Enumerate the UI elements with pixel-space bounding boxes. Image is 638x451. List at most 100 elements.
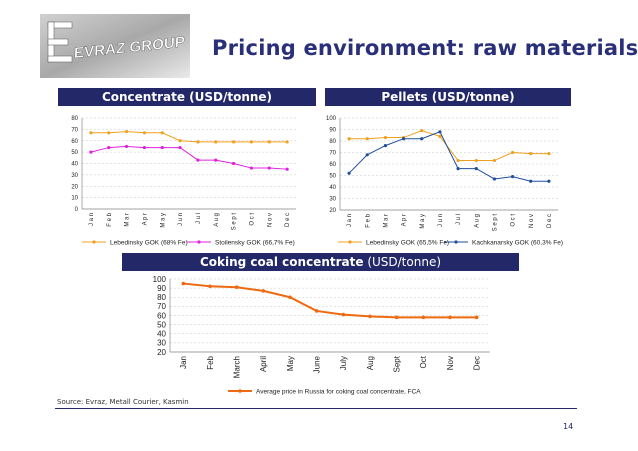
y-tick-label: 80 <box>157 293 166 302</box>
x-tick-label: Aug <box>366 356 375 370</box>
data-point <box>214 158 218 162</box>
data-point <box>368 314 372 319</box>
data-point <box>208 284 212 289</box>
coking-coal-header: Coking coal concentrate (USD/tonne) <box>122 253 519 271</box>
x-tick-label: J a n <box>89 213 95 226</box>
data-point <box>249 166 254 170</box>
data-point <box>420 137 424 141</box>
legend-marker <box>348 240 352 244</box>
y-tick-label: 100 <box>326 116 337 122</box>
data-point <box>474 315 479 320</box>
data-point <box>142 131 147 135</box>
data-point <box>214 140 218 144</box>
data-point <box>456 158 460 163</box>
data-point <box>347 137 351 141</box>
data-point <box>178 145 182 150</box>
x-tick-label: Jan <box>179 356 188 369</box>
data-point <box>529 179 533 183</box>
data-point <box>267 166 271 170</box>
data-point <box>421 315 426 320</box>
x-tick-label: A p r <box>402 214 408 226</box>
x-tick-label: July <box>339 356 348 370</box>
x-tick-label: J u l <box>456 214 462 225</box>
data-point <box>178 139 182 143</box>
y-tick-label: 20 <box>157 348 166 357</box>
data-point <box>438 130 442 134</box>
y-tick-label: 0 <box>75 207 79 213</box>
data-point <box>196 158 200 162</box>
data-point <box>89 150 93 154</box>
concentrate-chart: 0 10 20 30 40 50 60 70 80 J a n F e b M a r A p r M a… <box>71 116 296 246</box>
y-tick-label: 60 <box>329 162 336 168</box>
y-tick-label: 50 <box>329 174 336 180</box>
y-tick-label: 40 <box>329 185 336 191</box>
x-tick-label: April <box>259 356 268 372</box>
data-point <box>347 171 351 175</box>
y-tick-label: 70 <box>157 302 166 311</box>
data-point <box>267 140 271 144</box>
pellets-chart: 20 30 40 50 60 70 80 90 100 J a n F e b M a r A p r M… <box>326 116 563 246</box>
y-tick-label: 30 <box>157 339 166 348</box>
legend-label: Lebedinsky GOK (65,5% Fe) <box>366 239 449 246</box>
x-tick-label: F e b <box>365 213 371 227</box>
y-tick-label: 60 <box>71 139 78 145</box>
x-tick-label: M a r <box>384 214 390 228</box>
x-tick-label: S e p t <box>232 213 238 231</box>
data-point <box>107 145 111 150</box>
legend-marker <box>454 240 458 244</box>
x-tick-label: A u g <box>474 214 480 228</box>
legend-label: Kachkanarsky GOK (60,3% Fe) <box>472 239 563 246</box>
x-tick-label: Nov <box>446 356 455 370</box>
data-point <box>142 145 147 150</box>
data-point <box>231 140 236 144</box>
coking-coal-header-bold: Coking coal concentrate <box>199 255 364 269</box>
series-line <box>349 130 549 162</box>
x-tick-label: F e b <box>107 212 113 226</box>
legend-label: Stoilensky GOK (66,7% Fe) <box>215 239 295 246</box>
data-point <box>510 150 515 155</box>
series-line <box>183 282 477 319</box>
y-tick-label: 70 <box>329 151 336 157</box>
data-point <box>341 312 346 317</box>
page-number: 14 <box>563 422 574 431</box>
data-point <box>529 152 533 156</box>
footer-divider <box>55 408 577 409</box>
data-point <box>288 295 292 300</box>
data-point <box>365 137 369 141</box>
x-tick-label: N o v <box>529 214 535 228</box>
legend-label: Average price in Russia for coking coal … <box>256 388 421 395</box>
x-tick-label: Sept <box>392 355 401 372</box>
coking-coal-header-unit: (USD/tonne) <box>363 255 442 269</box>
y-tick-label: 40 <box>157 330 166 339</box>
x-tick-label: March <box>232 356 241 378</box>
data-point <box>234 285 239 290</box>
legend-marker <box>238 389 242 393</box>
x-tick-label: J u n <box>178 213 184 226</box>
y-tick-label: 60 <box>157 311 166 320</box>
x-tick-label: S e p t <box>493 214 499 232</box>
y-tick-label: 50 <box>71 150 78 156</box>
pellets-header: Pellets (USD/tonne) <box>325 88 571 106</box>
x-tick-label: D e c <box>285 213 291 227</box>
data-point <box>547 152 551 156</box>
evraz-logo: EVRAZ GROUP <box>40 14 190 78</box>
x-tick-label: Feb <box>206 355 215 369</box>
series-line <box>90 131 288 143</box>
series-line <box>348 131 549 182</box>
y-tick-label: 20 <box>71 184 78 190</box>
x-tick-label: J u n <box>438 214 444 227</box>
series-line <box>90 145 288 170</box>
data-point <box>124 144 129 149</box>
data-point <box>285 140 289 144</box>
data-point <box>107 131 111 135</box>
data-point <box>160 131 164 135</box>
legend-marker <box>92 240 96 244</box>
x-tick-label: M a r <box>125 213 131 227</box>
data-point <box>249 140 254 144</box>
x-tick-label: A u g <box>214 213 220 227</box>
data-point <box>124 130 129 134</box>
x-tick-label: Dec <box>472 356 481 370</box>
y-tick-label: 90 <box>329 128 336 134</box>
data-point <box>181 281 186 286</box>
